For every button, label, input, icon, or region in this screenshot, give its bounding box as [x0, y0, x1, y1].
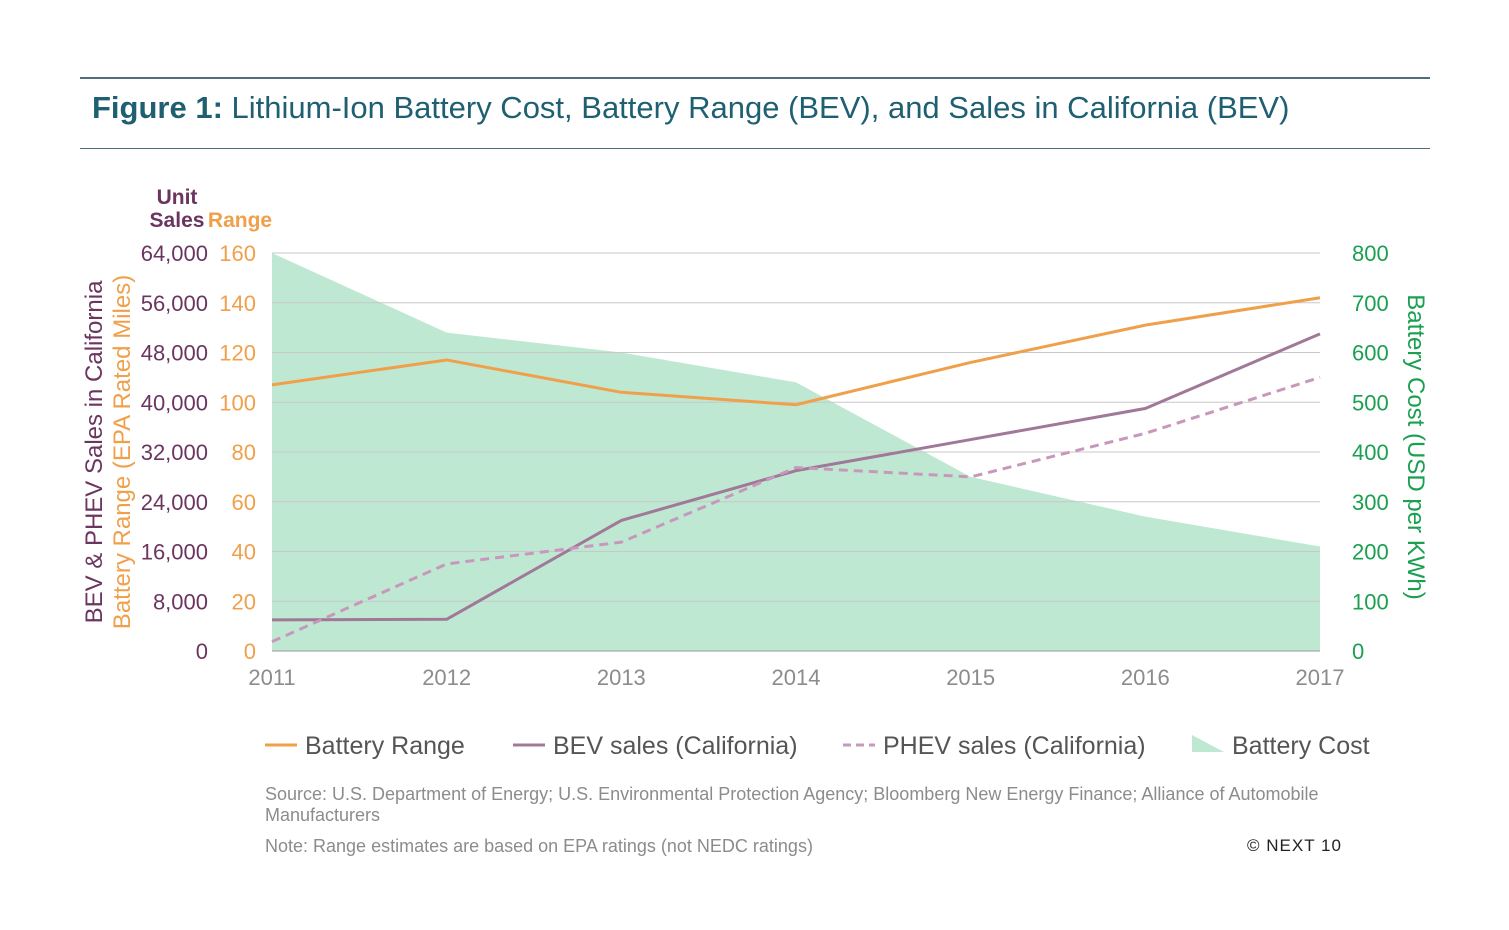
range-tick-label: 100 — [219, 390, 256, 415]
range-note: Note: Range estimates are based on EPA r… — [265, 836, 813, 856]
sales-tick-label: 24,000 — [141, 490, 208, 515]
sales-header-line1: Unit — [157, 186, 198, 209]
range-tick-label: 120 — [219, 341, 256, 366]
top-rule — [80, 77, 1430, 79]
cost-tick-label: 800 — [1352, 241, 1389, 266]
cost-tick-label: 500 — [1352, 390, 1389, 415]
figure-title: Figure 1: Lithium-Ion Battery Cost, Batt… — [92, 90, 1289, 126]
cost-tick-label: 100 — [1352, 589, 1389, 614]
range-header: Range — [208, 209, 272, 232]
x-tick-label: 2011 — [248, 665, 295, 690]
range-axis-title: Battery Range (EPA Rated Miles) — [109, 275, 136, 629]
sales-tick-label: 56,000 — [141, 291, 208, 316]
sales-header-line2: Sales — [150, 209, 205, 232]
cost-tick-label: 300 — [1352, 490, 1389, 515]
range-tick-label: 160 — [219, 241, 256, 266]
sales-tick-label: 40,000 — [141, 390, 208, 415]
x-tick-label: 2014 — [772, 665, 821, 690]
x-tick-label: 2015 — [946, 665, 995, 690]
sales-tick-label: 8,000 — [153, 589, 208, 614]
legend: Battery Range BEV sales (California) PHEV … — [265, 732, 1370, 760]
sales-tick-label: 16,000 — [141, 540, 208, 565]
legend-swatch-battery-cost — [1192, 735, 1224, 752]
axes: 0 8,000 16,000 24,000 32,000 40,000 48,000 56,0… — [81, 186, 1429, 690]
range-tick-label: 140 — [219, 291, 256, 316]
legend-label-bev-sales-california: BEV sales (California) — [553, 732, 798, 760]
bev-sales-california-line — [271, 332, 1321, 622]
battery-range-line — [271, 296, 1321, 407]
sales-tick-label: 48,000 — [141, 341, 208, 366]
cost-tick-label: 600 — [1352, 341, 1389, 366]
cost-tick-label: 200 — [1352, 540, 1389, 565]
series-lines — [271, 296, 1321, 644]
cost-tick-label: 700 — [1352, 291, 1389, 316]
sales-tick-label: 0 — [196, 639, 208, 664]
cost-axis-title: Battery Cost (USD per KWh) — [1402, 294, 1429, 599]
sales-tick-label: 32,000 — [141, 440, 208, 465]
legend-label-phev-sales-california: PHEV sales (California) — [883, 732, 1146, 760]
copyright: © NEXT 10 — [1247, 836, 1342, 855]
gridlines — [272, 252, 1320, 652]
chart: 0 8,000 16,000 24,000 32,000 40,000 48,000 56,0… — [81, 186, 1429, 760]
range-tick-label: 80 — [232, 440, 256, 465]
x-tick-label: 2017 — [1296, 665, 1345, 690]
x-tick-label: 2013 — [597, 665, 646, 690]
title-underline — [80, 148, 1430, 149]
figure-title-lead: Figure 1: — [92, 90, 223, 125]
cost-tick-label: 400 — [1352, 440, 1389, 465]
range-tick-label: 40 — [232, 540, 256, 565]
cost-tick-label: 0 — [1352, 639, 1364, 664]
source-note: Source: U.S. Department of Energy; U.S. … — [265, 784, 1319, 825]
sales-axis-title: BEV & PHEV Sales in California — [81, 280, 108, 623]
range-tick-label: 60 — [232, 490, 256, 515]
x-tick-label: 2016 — [1121, 665, 1170, 690]
range-tick-label: 0 — [244, 639, 256, 664]
range-tick-label: 20 — [232, 589, 256, 614]
sales-tick-label: 64,000 — [141, 241, 208, 266]
x-tick-label: 2012 — [422, 665, 471, 690]
figure-title-text: Lithium-Ion Battery Cost, Battery Range … — [222, 90, 1290, 125]
phev-sales-california-line — [271, 375, 1321, 644]
legend-label-battery-range: Battery Range — [305, 732, 465, 760]
legend-label-battery-cost: Battery Cost — [1232, 732, 1370, 760]
